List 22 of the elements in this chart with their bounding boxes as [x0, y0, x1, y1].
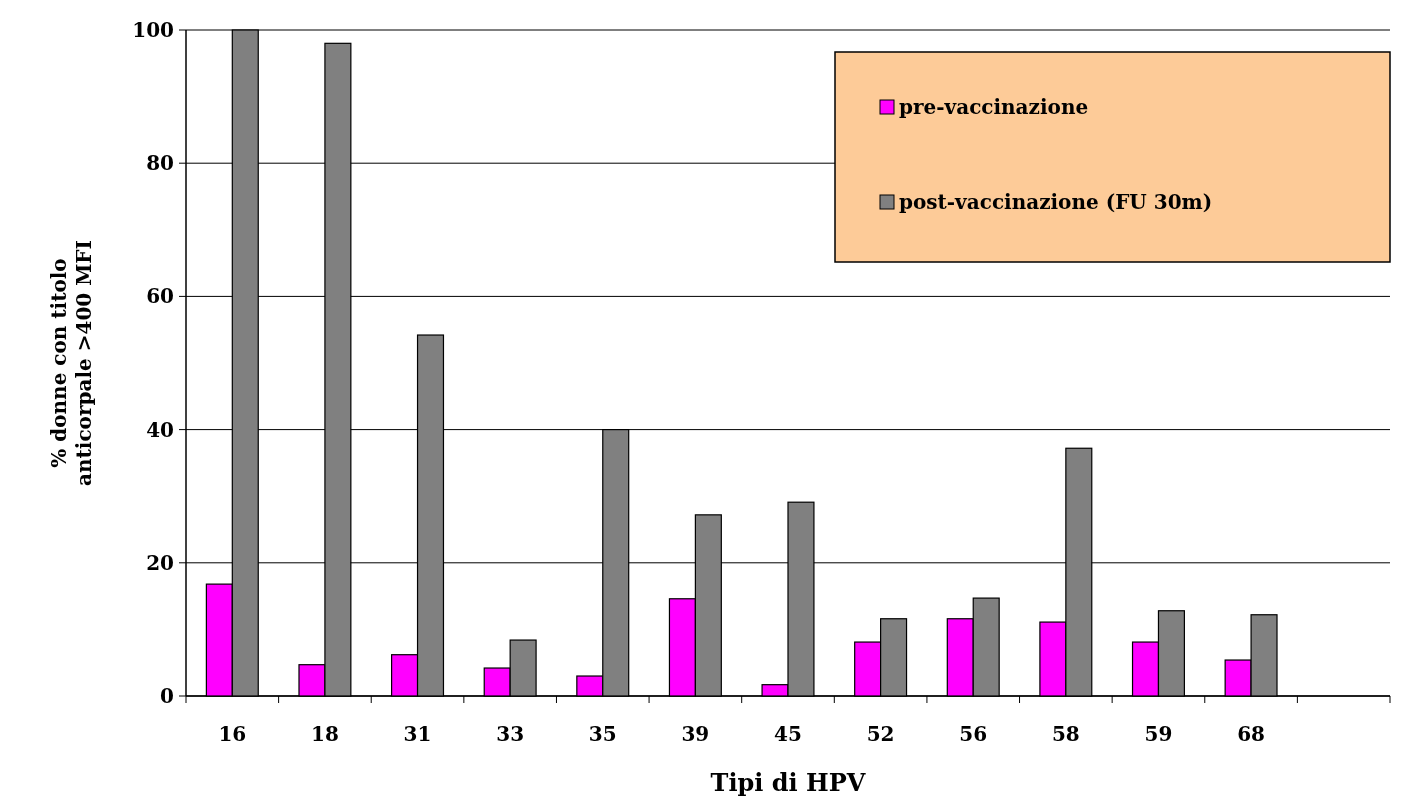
- x-tick-label: 52: [866, 722, 895, 746]
- y-tick-label: 40: [146, 417, 174, 442]
- x-tick-label: 58: [1051, 722, 1080, 746]
- y-tick-label: 20: [146, 550, 174, 575]
- x-tick-label: 45: [774, 722, 802, 746]
- y-axis-title: % donne con titolo anticorpale >400 MFI: [47, 240, 96, 486]
- x-tick-label: 35: [588, 722, 617, 746]
- x-tick-label: 56: [959, 722, 988, 746]
- x-tick-label: 68: [1237, 722, 1265, 746]
- x-tick-label: 39: [681, 722, 710, 746]
- y-tick-label: 60: [146, 284, 174, 309]
- legend-label: pre-vaccinazione: [899, 95, 1089, 119]
- y-tick-label: 100: [132, 18, 174, 42]
- x-tick-label: 18: [311, 722, 339, 746]
- y-tick-label: 80: [146, 151, 174, 176]
- legend-label: post-vaccinazione (FU 30m): [899, 190, 1213, 214]
- x-tick-label: 31: [403, 722, 432, 746]
- x-tick-label: 59: [1144, 722, 1173, 746]
- y-tick-label: 0: [160, 684, 174, 708]
- x-axis-title: Tipi di HPV: [710, 768, 866, 797]
- x-tick-label: 33: [496, 722, 525, 746]
- x-tick-label: 16: [218, 722, 247, 746]
